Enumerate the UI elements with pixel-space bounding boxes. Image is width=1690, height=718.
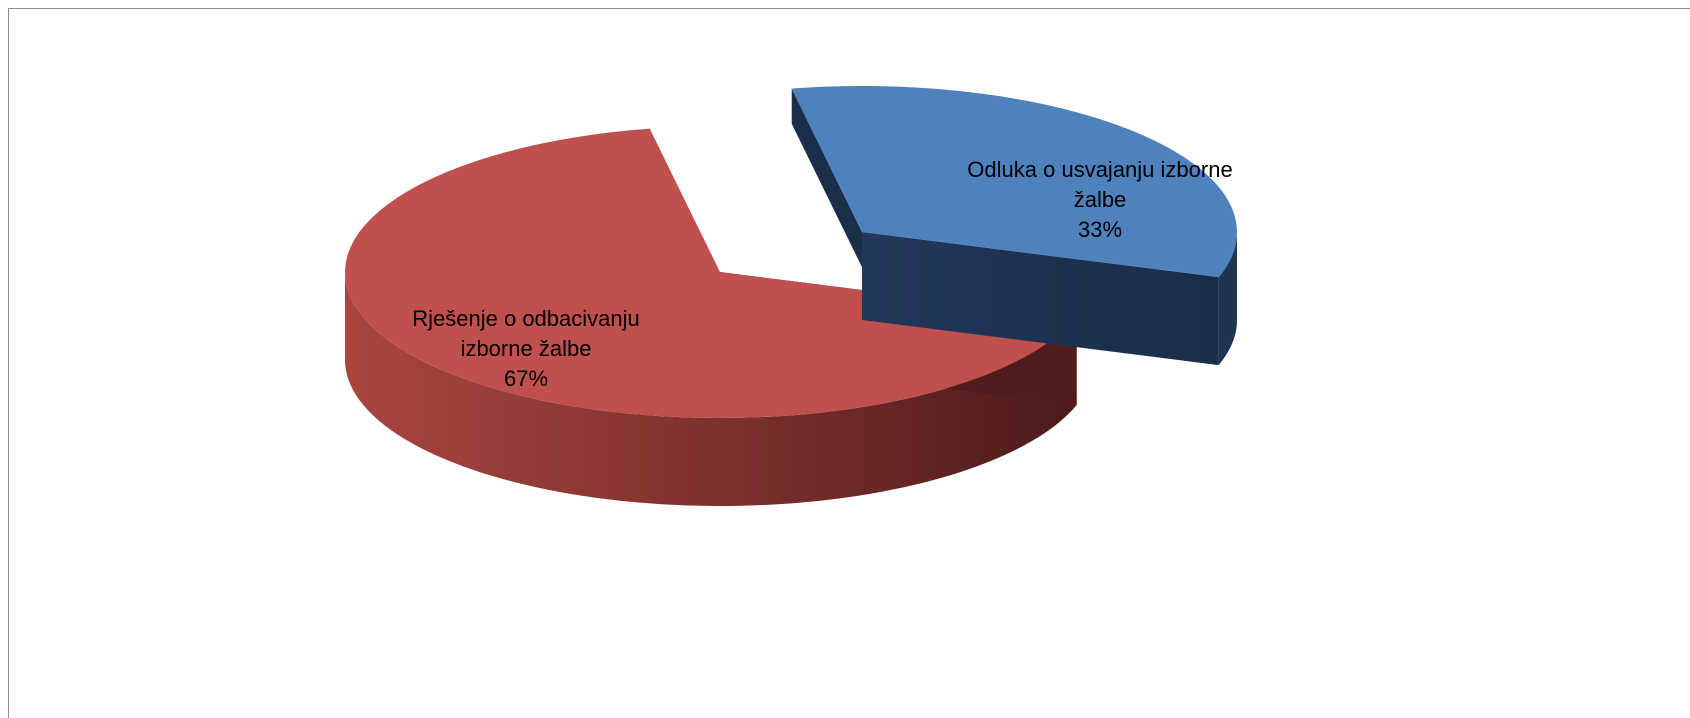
data-label-percent: 67% [504,366,548,391]
slice-side-odluka [1218,232,1237,366]
data-label-line: Rješenje o odbacivanju [412,306,640,331]
data-label-rjesenje: Rješenje o odbacivanju izborne žalbe 67% [412,306,640,391]
slice-cut-wall-odluka-left [791,88,862,268]
slice-odluka-o-usvajanju [791,86,1237,278]
data-label-line: izborne žalbe [461,336,592,361]
data-label-odluka: Odluka o usvajanju izborne žalbe 33% [967,157,1232,242]
data-label-line: žalbe [1074,187,1127,212]
slice-cut-wall-odluka [862,232,1219,366]
slice-rjesenje-o-odbacivanju [345,128,1077,418]
data-label-line: Odluka o usvajanju izborne [967,157,1232,182]
data-label-percent: 33% [1078,217,1122,242]
slice-side-rjesenje [345,272,1077,506]
